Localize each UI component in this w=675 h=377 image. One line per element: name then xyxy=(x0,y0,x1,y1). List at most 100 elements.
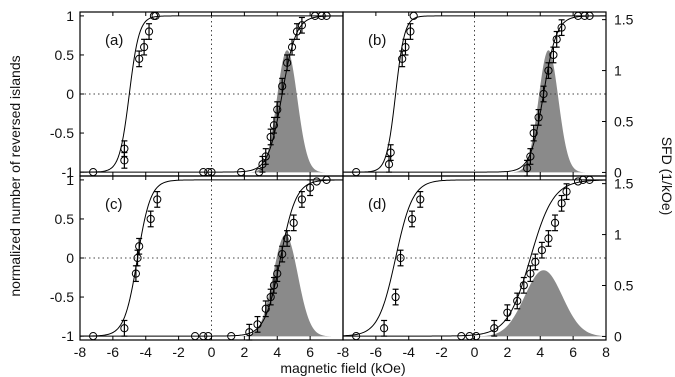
data-point xyxy=(539,85,548,103)
sfd-area xyxy=(236,234,335,337)
sfd-layer xyxy=(236,50,606,337)
x-tick-label: -8 xyxy=(74,344,87,360)
x-tick-label: -4 xyxy=(140,344,153,360)
point-marker xyxy=(513,296,522,306)
point-marker xyxy=(526,269,535,278)
y-tick-label-right: 0 xyxy=(614,164,622,180)
point-marker xyxy=(379,324,389,333)
data-point xyxy=(297,16,307,34)
point-marker xyxy=(386,148,395,157)
data-point xyxy=(490,319,499,337)
y-tick-label-right: 0.5 xyxy=(614,278,634,294)
data-point xyxy=(135,237,144,255)
point-marker xyxy=(398,54,407,63)
y-axis-title-right: SFD (1/kOe) xyxy=(659,137,675,216)
panel-label: (b) xyxy=(368,32,386,49)
point-marker xyxy=(306,183,315,192)
point-marker xyxy=(416,195,425,204)
point-marker xyxy=(531,257,540,267)
point-marker xyxy=(519,281,528,290)
point-marker xyxy=(146,214,155,224)
data-point xyxy=(503,304,512,322)
point-marker xyxy=(135,54,144,63)
point-marker xyxy=(135,242,144,251)
data-point xyxy=(416,191,425,208)
data-point xyxy=(266,288,275,306)
x-tick-label: 4 xyxy=(273,344,281,360)
data-point xyxy=(261,300,270,318)
data-point xyxy=(379,319,389,337)
x-tick-label: -6 xyxy=(370,344,383,360)
point-marker xyxy=(120,144,129,153)
x-tick-label: -2 xyxy=(435,344,448,360)
data-point xyxy=(386,144,395,161)
x-tick-label: 2 xyxy=(240,344,248,360)
data-point xyxy=(266,128,275,146)
sfd-area xyxy=(246,50,328,173)
point-marker xyxy=(401,43,410,52)
y-tick-label-right: 1.5 xyxy=(614,176,634,192)
point-marker xyxy=(557,23,566,32)
point-marker xyxy=(550,218,560,227)
y-tick-label-left: 1 xyxy=(66,8,74,24)
x-axis-title: magnetic field (kOe) xyxy=(280,360,405,376)
point-marker xyxy=(245,328,254,337)
data-point xyxy=(398,50,407,68)
y-axis-title-left: normalized number of reversed islands xyxy=(7,55,23,296)
data-point xyxy=(544,230,553,247)
point-marker xyxy=(490,324,499,333)
point-marker xyxy=(278,249,287,259)
point-marker xyxy=(120,324,129,333)
y-tick-label-left: 0 xyxy=(66,86,74,102)
x-tick-label: 0 xyxy=(208,344,216,360)
point-marker xyxy=(153,195,162,204)
data-point xyxy=(131,265,140,283)
point-marker xyxy=(266,132,275,142)
y-tick-label-left: -0.5 xyxy=(50,289,74,305)
y-tick-label-right: 1.5 xyxy=(614,12,634,28)
data-point xyxy=(537,241,546,259)
data-point xyxy=(153,191,162,208)
y-tick-label-right: 0 xyxy=(614,328,622,344)
data-point xyxy=(261,148,270,165)
y-tick-label-left: -1 xyxy=(62,164,75,180)
data-point xyxy=(135,50,144,68)
frame-layer xyxy=(79,11,607,341)
data-point xyxy=(391,288,400,306)
data-point xyxy=(297,191,307,208)
x-tick-label: 6 xyxy=(569,344,577,360)
panel-label: (d) xyxy=(368,196,386,213)
point-marker xyxy=(539,89,548,99)
y-tick-label-right: 1 xyxy=(614,227,622,243)
x-tick-label: -8 xyxy=(337,344,350,360)
point-marker xyxy=(537,246,546,255)
y-tick-label-left: 0.5 xyxy=(55,211,75,227)
data-point xyxy=(573,177,583,186)
point-marker xyxy=(562,187,571,196)
point-marker xyxy=(266,292,275,302)
data-point xyxy=(146,210,155,228)
data-point xyxy=(283,54,292,72)
data-point xyxy=(562,183,571,201)
data-point xyxy=(289,214,298,232)
data-point xyxy=(292,23,302,40)
point-marker xyxy=(289,218,298,227)
point-marker xyxy=(523,164,532,173)
panel-label: (c) xyxy=(105,196,123,213)
point-marker xyxy=(552,35,561,44)
x-tick-label: 6 xyxy=(306,344,314,360)
point-marker xyxy=(557,199,566,208)
data-point xyxy=(253,315,262,333)
point-marker xyxy=(273,105,282,114)
y-tick-label-left: 0.5 xyxy=(55,47,75,63)
x-tick-label: 2 xyxy=(503,344,511,360)
point-marker xyxy=(396,253,405,263)
data-point xyxy=(531,253,540,271)
data-point xyxy=(519,276,528,294)
point-marker xyxy=(140,43,149,52)
x-tick-label: -6 xyxy=(107,344,120,360)
data-point xyxy=(312,177,321,186)
x-tick-label: 0 xyxy=(471,344,479,360)
x-tick-label: 8 xyxy=(602,344,610,360)
